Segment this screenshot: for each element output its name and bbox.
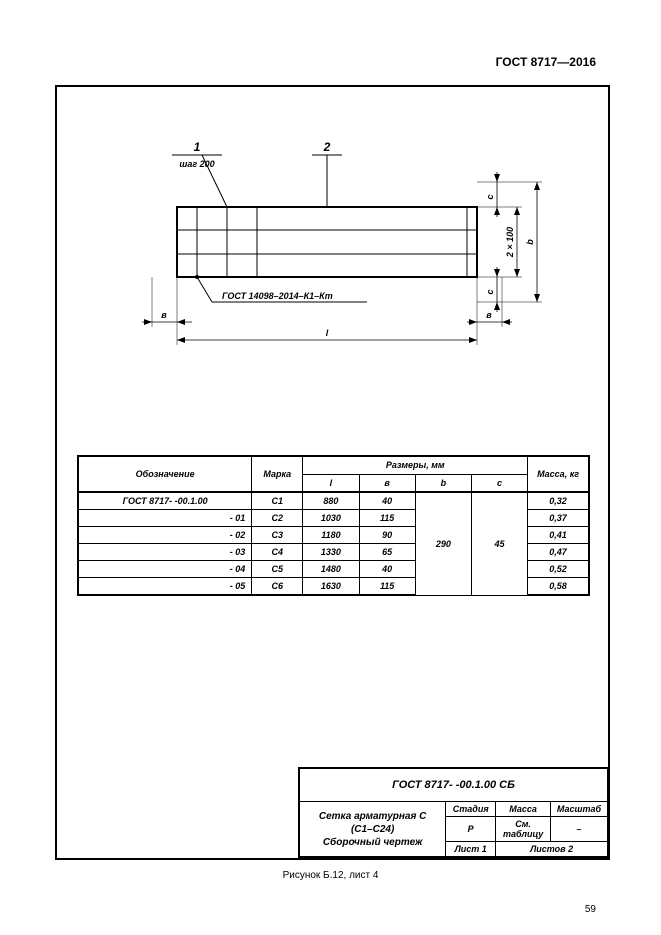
- drawing-frame: 1 шаг 200 2 ГОСТ 14098–2014–К1–Кт l: [55, 85, 610, 860]
- table-cell: 1180: [303, 527, 359, 544]
- th-c: с: [471, 474, 527, 492]
- dim-c-bot: с: [485, 289, 495, 294]
- desc-line: Сборочный чертеж: [323, 837, 423, 848]
- table-cell: 0,41: [528, 527, 589, 544]
- table-cell: 0,58: [528, 578, 589, 596]
- table-cell: 65: [359, 544, 415, 561]
- table-cell: - 01: [78, 510, 252, 527]
- leader-1: 1: [194, 140, 201, 154]
- spec-table: Обозначение Марка Размеры, мм Масса, кг …: [77, 455, 590, 596]
- th-massa: Масса, кг: [528, 456, 589, 492]
- dim-e-left: в: [161, 310, 167, 320]
- title-block: ГОСТ 8717- -00.1.00 СБ Сетка арматурная …: [298, 767, 608, 859]
- desc-line: Сетка арматурная С: [319, 811, 427, 822]
- table-cell: С3: [252, 527, 303, 544]
- table-cell: 115: [359, 578, 415, 596]
- weld-ref: ГОСТ 14098–2014–К1–Кт: [222, 291, 333, 301]
- table-cell: 90: [359, 527, 415, 544]
- table-cell: - 05: [78, 578, 252, 596]
- table-cell: - 04: [78, 561, 252, 578]
- th-marka: Марка: [252, 456, 303, 492]
- table-cell-c: 45: [471, 492, 527, 595]
- dim-c-top: с: [485, 194, 495, 199]
- th-massa: Масса: [496, 802, 551, 817]
- table-cell: С5: [252, 561, 303, 578]
- table-cell: С1: [252, 492, 303, 510]
- table-cell: 880: [303, 492, 359, 510]
- mesh-diagram: 1 шаг 200 2 ГОСТ 14098–2014–К1–Кт l: [97, 127, 567, 367]
- table-cell: С2: [252, 510, 303, 527]
- td-stadiya: Р: [446, 817, 496, 842]
- th-masshtab: Масштаб: [551, 802, 608, 817]
- td-massa: См. таблицу: [496, 817, 551, 842]
- table-cell: 1030: [303, 510, 359, 527]
- dim-e-right: в: [486, 310, 492, 320]
- document-header-gost: ГОСТ 8717—2016: [496, 55, 596, 69]
- th-b: b: [415, 474, 471, 492]
- dim-2x100: 2 × 100: [505, 227, 515, 258]
- spec-tbody: ГОСТ 8717- -00.1.00 С1 880 40 290 45 0,3…: [78, 492, 589, 595]
- figure-caption: Рисунок Б.12, лист 4: [0, 870, 661, 881]
- table-cell: 40: [359, 492, 415, 510]
- dim-b: b: [525, 239, 535, 245]
- page-number: 59: [585, 904, 596, 915]
- table-cell: 0,47: [528, 544, 589, 561]
- leader-2: 2: [323, 140, 331, 154]
- titleblock-desc: Сетка арматурная С (С1–С24) Сборочный че…: [299, 802, 446, 858]
- table-cell: 0,37: [528, 510, 589, 527]
- th-razm: Размеры, мм: [303, 456, 528, 474]
- td-list: Лист 1: [446, 842, 496, 858]
- td-masshtab: –: [551, 817, 608, 842]
- table-cell: 40: [359, 561, 415, 578]
- table-cell: - 02: [78, 527, 252, 544]
- table-cell: 115: [359, 510, 415, 527]
- table-cell: С4: [252, 544, 303, 561]
- table-cell: 0,52: [528, 561, 589, 578]
- table-cell: С6: [252, 578, 303, 596]
- table-cell: 0,32: [528, 492, 589, 510]
- table-cell: ГОСТ 8717- -00.1.00: [78, 492, 252, 510]
- dim-l: l: [326, 328, 329, 338]
- th-l: l: [303, 474, 359, 492]
- th-e: в: [359, 474, 415, 492]
- table-cell: 1330: [303, 544, 359, 561]
- table-cell: 1480: [303, 561, 359, 578]
- table-cell: - 03: [78, 544, 252, 561]
- th-stadiya: Стадия: [446, 802, 496, 817]
- titleblock-doc: ГОСТ 8717- -00.1.00 СБ: [299, 768, 608, 802]
- table-cell: 1630: [303, 578, 359, 596]
- th-obozn: Обозначение: [78, 456, 252, 492]
- desc-line: (С1–С24): [351, 824, 394, 835]
- td-listov: Листов 2: [496, 842, 608, 858]
- step-text: шаг 200: [179, 159, 214, 169]
- table-cell-b: 290: [415, 492, 471, 595]
